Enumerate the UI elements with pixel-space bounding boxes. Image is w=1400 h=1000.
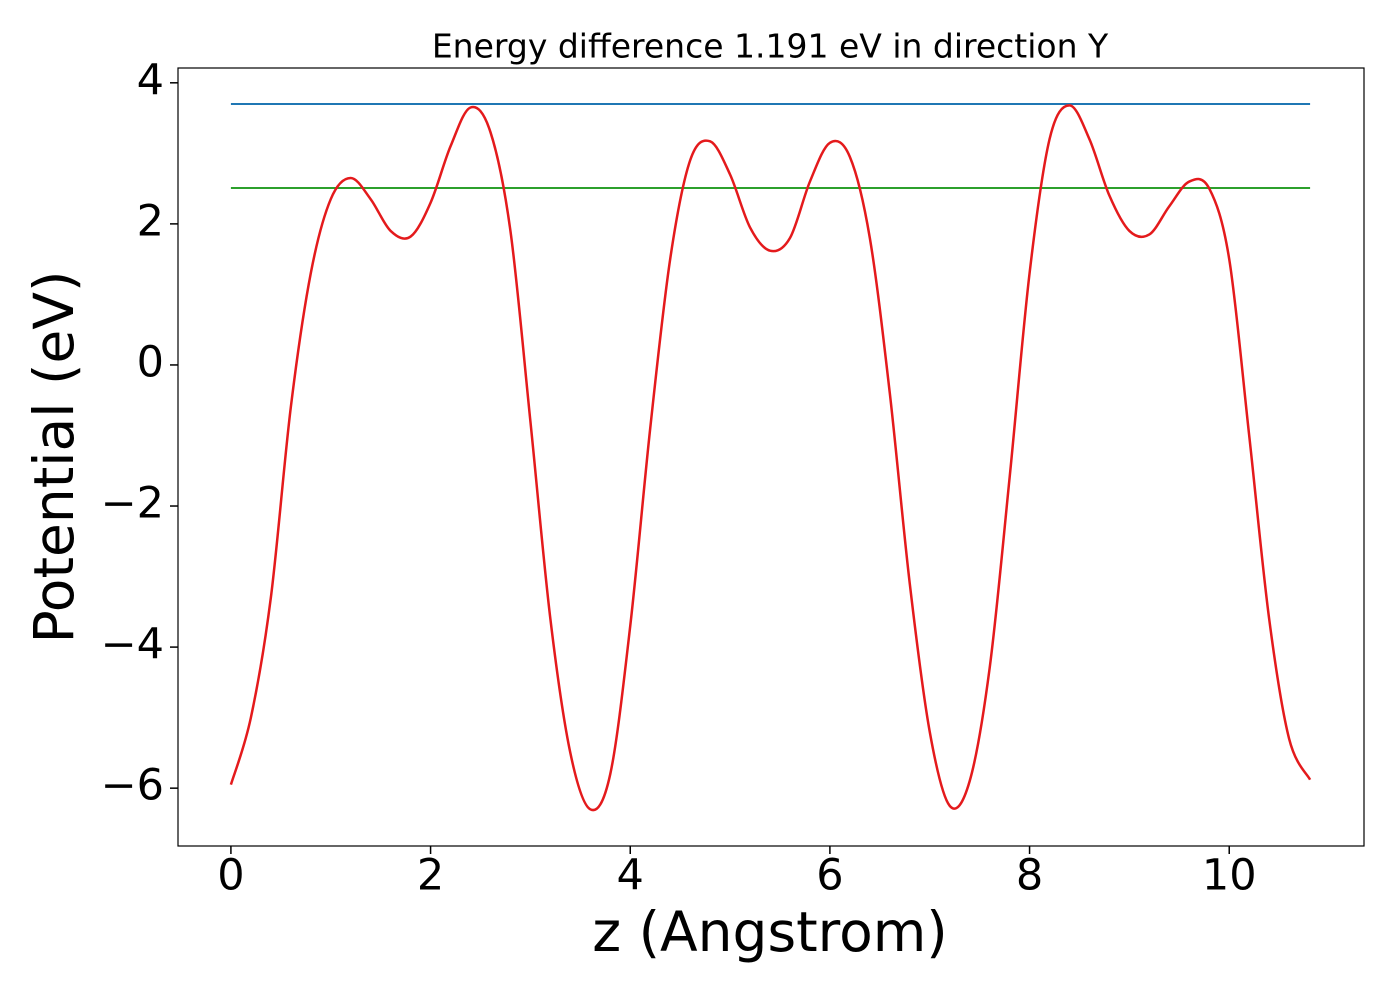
plot-frame (177, 67, 1365, 847)
line-series (229, 104, 1312, 812)
x-tick-label: 8 (1016, 851, 1043, 901)
chart-title: Energy difference 1.191 eV in direction … (432, 27, 1109, 66)
x-tick-label: 6 (816, 851, 843, 901)
x-tick-label: 10 (1202, 851, 1257, 901)
y-tick-label: 0 (137, 337, 164, 387)
x-tick-label: 4 (617, 851, 644, 901)
y-tick-label: −4 (101, 620, 164, 670)
x-tick-label: 0 (217, 851, 244, 901)
y-tick-label: 4 (137, 55, 164, 105)
x-tick-label: 2 (417, 851, 444, 901)
y-tick-label: 2 (137, 196, 164, 246)
x-axis-label: z (Angstrom) (592, 900, 948, 964)
y-tick-label: −6 (101, 761, 164, 811)
y-tick-label: −2 (101, 479, 164, 529)
y-axis-label: Potential (eV) (22, 271, 86, 644)
